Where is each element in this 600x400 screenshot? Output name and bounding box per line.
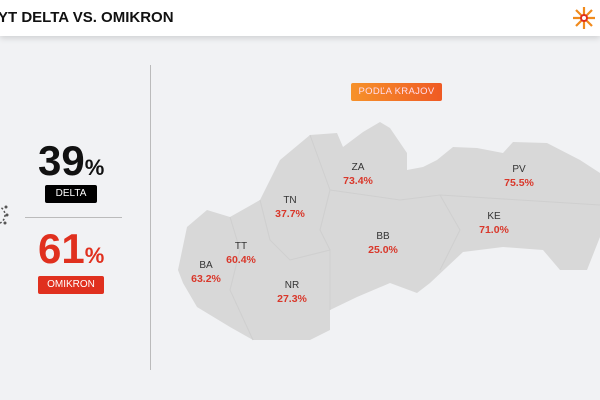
by-region-button[interactable]: PODĽA KRAJOV [351,83,442,101]
omikron-unit: % [84,243,105,268]
region-value: 71.0% [479,224,509,236]
region-ba[interactable]: BA 63.2% [176,260,236,285]
divider [25,217,122,218]
region-value: 73.4% [343,175,373,187]
virus-icon [0,205,9,225]
region-za[interactable]: ZA 73.4% [328,162,388,187]
region-code: PV [512,164,526,175]
region-code: KE [487,211,501,222]
region-pv[interactable]: PV 75.5% [489,164,549,189]
region-tt[interactable]: TT 60.4% [211,241,271,266]
header: YT DELTA VS. OMIKRON [0,0,600,36]
region-ke[interactable]: KE 71.0% [464,211,524,236]
omikron-value: 61 [38,225,85,272]
region-code: BB [376,231,390,242]
omikron-percentage: 61% [38,228,104,277]
region-code: TN [283,195,297,206]
sun-logo-icon[interactable] [572,6,596,30]
delta-value: 39 [38,137,85,184]
delta-unit: % [84,155,105,180]
region-value: 25.0% [368,244,398,256]
region-value: 63.2% [191,273,221,285]
divider-vertical [150,65,151,370]
map-outline [178,122,600,340]
region-nr[interactable]: NR 27.3% [262,280,322,305]
region-value: 60.4% [226,254,256,266]
page-title: YT DELTA VS. OMIKRON [0,9,174,26]
region-value: 37.7% [275,208,305,220]
region-borders [229,134,600,341]
delta-label: DELTA [45,185,97,203]
region-value: 27.3% [277,293,307,305]
region-bb[interactable]: BB 25.0% [353,231,413,256]
region-tn[interactable]: TN 37.7% [260,195,320,220]
region-value: 75.5% [504,177,534,189]
omikron-label: OMIKRON [38,276,104,294]
delta-percentage: 39% [38,140,104,189]
region-code: TT [234,241,248,252]
region-code: BA [199,260,213,271]
region-code: NR [284,280,300,291]
region-code: ZA [351,162,365,173]
